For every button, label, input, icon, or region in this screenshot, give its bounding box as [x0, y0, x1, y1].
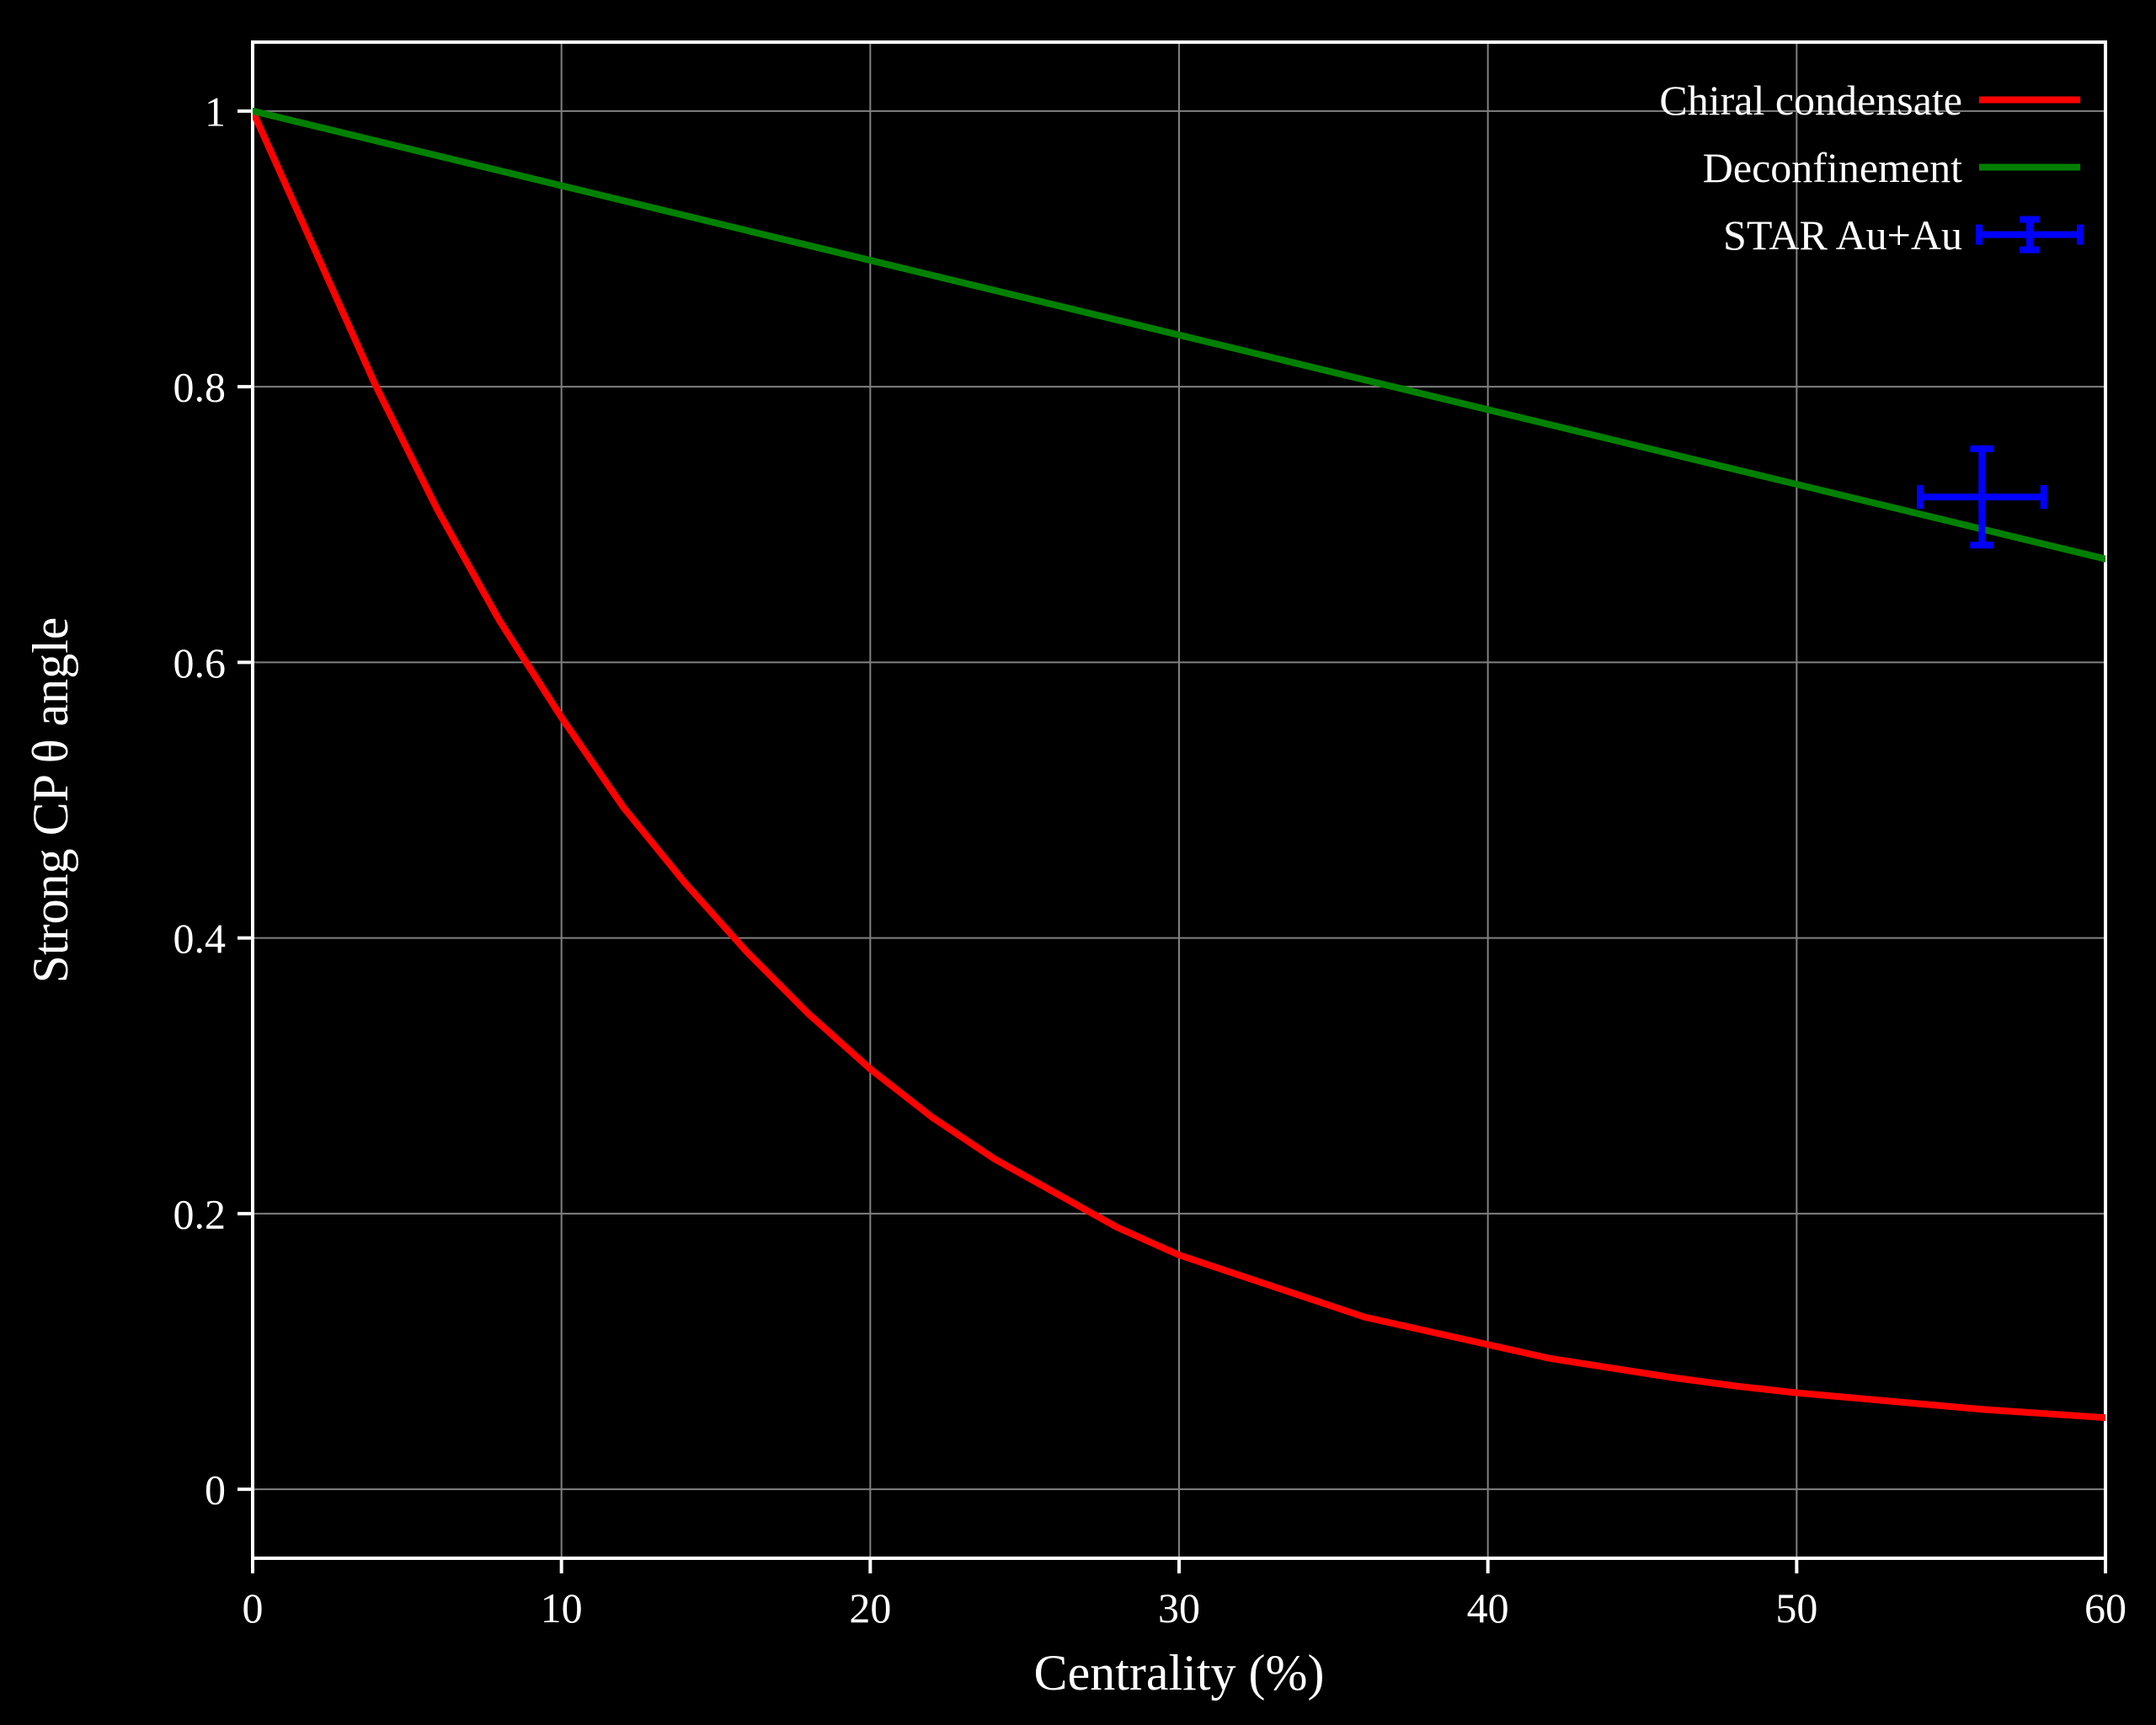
x-tick-label: 0 [243, 1584, 264, 1632]
chart-background [0, 0, 2156, 1725]
x-tick-label: 50 [1775, 1584, 1817, 1632]
y-tick-label: 0.8 [173, 364, 227, 411]
x-tick-label: 20 [849, 1584, 891, 1632]
y-tick-label: 0.2 [173, 1190, 227, 1237]
y-tick-label: 0.6 [173, 639, 227, 686]
line-chart: 0 10 20 30 40 50 60 0 0.2 0.4 0.6 0.8 1 Centrality (%… [0, 0, 2156, 1725]
legend-label: STAR Au+Au [1723, 211, 1962, 259]
chart-container: 0 10 20 30 40 50 60 0 0.2 0.4 0.6 0.8 1 Centrality (%… [0, 0, 2156, 1725]
x-tick-label: 40 [1467, 1584, 1509, 1632]
y-tick-label: 1 [205, 88, 226, 135]
y-tick-label: 0 [205, 1466, 226, 1514]
x-tick-label: 60 [2084, 1584, 2127, 1632]
x-tick-label: 30 [1158, 1584, 1200, 1632]
y-tick-label: 0.4 [173, 915, 227, 962]
legend-label: Chiral condensate [1659, 77, 1962, 124]
x-axis-title: Centrality (%) [1034, 1645, 1325, 1701]
x-tick-label: 10 [541, 1584, 583, 1632]
legend-label: Deconfinement [1703, 144, 1962, 191]
y-axis-title: Strong CP θ angle [23, 617, 78, 984]
